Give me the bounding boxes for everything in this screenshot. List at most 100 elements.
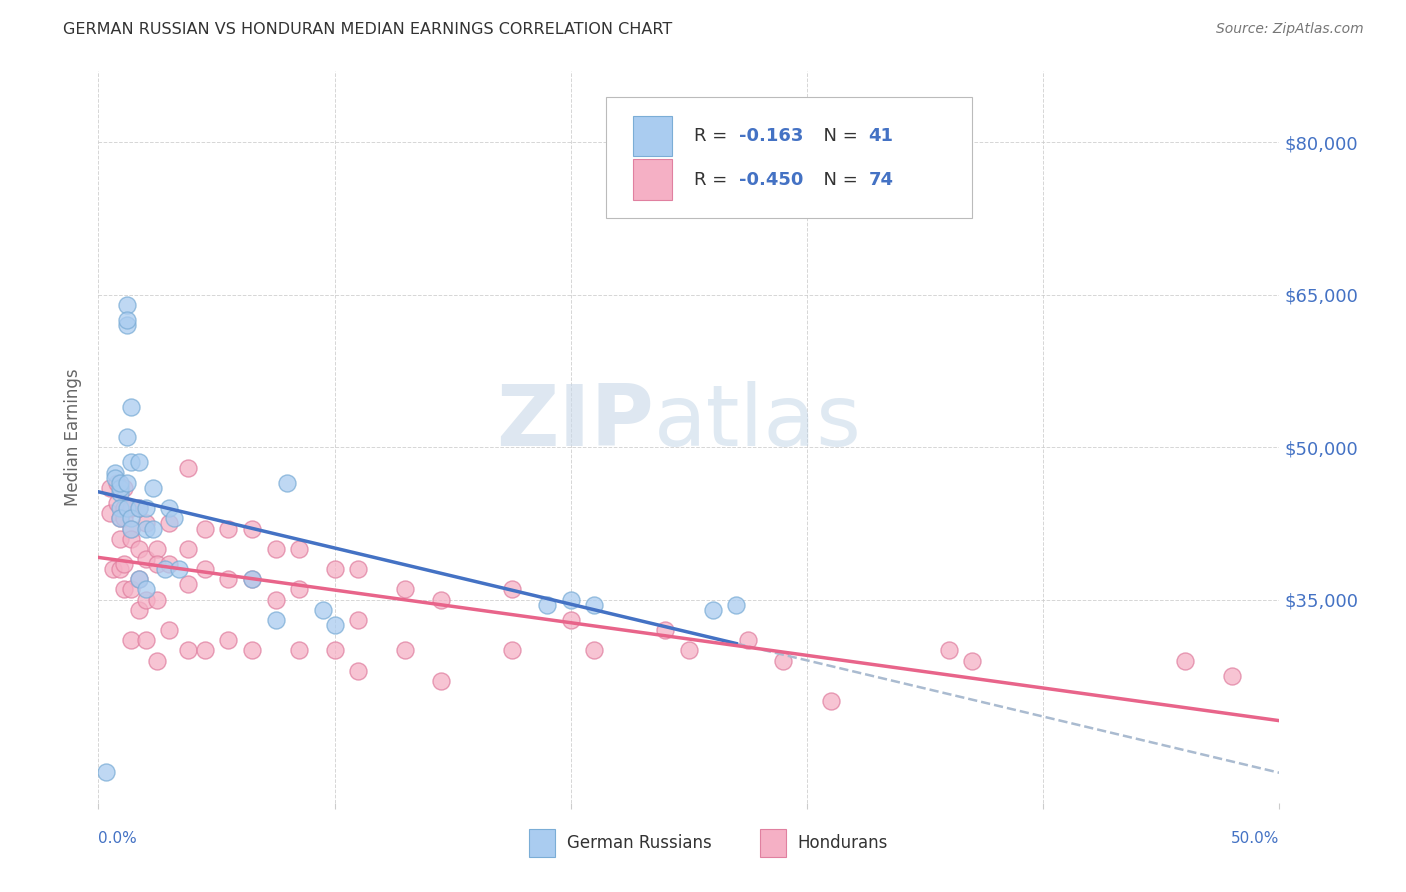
Point <box>98 506 121 520</box>
Point <box>157 501 180 516</box>
Point <box>108 481 131 495</box>
Text: 74: 74 <box>869 170 893 188</box>
Point <box>142 521 165 535</box>
Point <box>105 496 128 510</box>
Point <box>128 501 150 516</box>
Point <box>347 664 370 678</box>
Text: -0.450: -0.450 <box>738 170 803 188</box>
Point <box>430 673 453 688</box>
Point <box>725 598 748 612</box>
Point <box>135 582 157 597</box>
Text: R =: R = <box>693 127 738 145</box>
Point <box>288 582 311 597</box>
Point <box>121 455 143 469</box>
Point <box>194 521 217 535</box>
Point <box>105 475 128 490</box>
Text: GERMAN RUSSIAN VS HONDURAN MEDIAN EARNINGS CORRELATION CHART: GERMAN RUSSIAN VS HONDURAN MEDIAN EARNIN… <box>63 22 672 37</box>
Point <box>938 643 960 657</box>
Point <box>323 643 346 657</box>
Point <box>135 516 157 531</box>
Point <box>194 562 217 576</box>
Point <box>112 481 135 495</box>
Point <box>217 572 239 586</box>
Point <box>772 654 794 668</box>
Text: 50.0%: 50.0% <box>1232 830 1279 846</box>
Point <box>264 592 287 607</box>
Point <box>654 623 676 637</box>
Point <box>536 598 558 612</box>
Point <box>128 455 150 469</box>
Point <box>288 643 311 657</box>
Point <box>135 521 157 535</box>
Point <box>240 572 263 586</box>
Text: Source: ZipAtlas.com: Source: ZipAtlas.com <box>1216 22 1364 37</box>
Point <box>115 475 138 490</box>
Point <box>128 603 150 617</box>
Point <box>347 613 370 627</box>
Point <box>560 613 582 627</box>
Point <box>146 654 169 668</box>
Point <box>104 466 127 480</box>
Point <box>820 694 842 708</box>
FancyBboxPatch shape <box>759 830 786 857</box>
Point <box>115 430 138 444</box>
Point <box>128 572 150 586</box>
Point <box>121 501 143 516</box>
Point <box>128 501 150 516</box>
Point <box>128 541 150 556</box>
Point <box>217 521 239 535</box>
Point <box>146 557 169 571</box>
Point <box>108 562 131 576</box>
Point <box>583 598 606 612</box>
Point <box>104 471 127 485</box>
FancyBboxPatch shape <box>606 97 973 218</box>
Point <box>347 562 370 576</box>
Point <box>312 603 335 617</box>
Point <box>121 532 143 546</box>
Point <box>323 618 346 632</box>
Point <box>217 633 239 648</box>
Text: Hondurans: Hondurans <box>797 834 889 852</box>
Point <box>737 633 759 648</box>
Point <box>108 501 131 516</box>
Point <box>98 481 121 495</box>
Point <box>394 643 416 657</box>
Point <box>177 460 200 475</box>
Point <box>240 572 263 586</box>
Point <box>115 501 138 516</box>
Point <box>108 511 131 525</box>
Text: N =: N = <box>811 127 863 145</box>
Point <box>121 633 143 648</box>
Point <box>167 562 190 576</box>
Text: R =: R = <box>693 170 738 188</box>
Point <box>121 582 143 597</box>
Point <box>157 623 180 637</box>
Point <box>108 511 131 525</box>
Point <box>146 541 169 556</box>
Point <box>115 318 138 333</box>
Point <box>121 511 143 525</box>
Text: 41: 41 <box>869 127 893 145</box>
Point <box>1220 669 1243 683</box>
Text: N =: N = <box>811 170 863 188</box>
Point <box>430 592 453 607</box>
Point <box>128 572 150 586</box>
Point <box>702 603 724 617</box>
Point <box>323 562 346 576</box>
Point <box>177 541 200 556</box>
Text: atlas: atlas <box>654 381 862 464</box>
Point <box>101 562 124 576</box>
Point <box>264 613 287 627</box>
FancyBboxPatch shape <box>634 160 672 200</box>
Point <box>108 486 131 500</box>
Point <box>135 501 157 516</box>
Point <box>121 400 143 414</box>
Point <box>112 501 135 516</box>
Point <box>112 557 135 571</box>
Point <box>394 582 416 597</box>
Point <box>240 521 263 535</box>
Point <box>135 592 157 607</box>
Point <box>94 765 117 780</box>
Point <box>108 532 131 546</box>
Point <box>163 511 186 525</box>
